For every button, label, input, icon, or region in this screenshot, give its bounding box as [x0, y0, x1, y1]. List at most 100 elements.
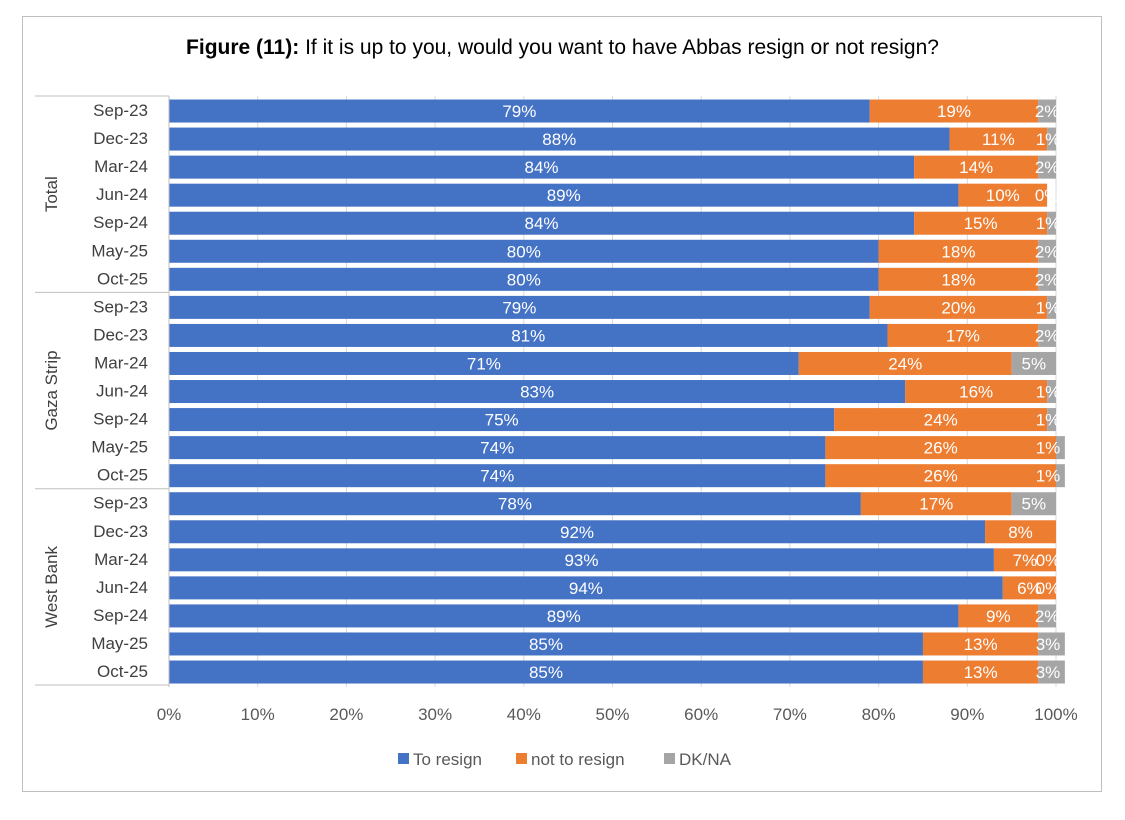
- category-label: Oct-25: [97, 269, 148, 288]
- data-label: 11%: [982, 130, 1015, 149]
- bar-segment-dk-na: [1047, 295, 1056, 319]
- data-label: 1%: [1036, 467, 1061, 486]
- bar-segment-not-to-resign: [958, 183, 1048, 207]
- bar-segment-to-resign: [169, 520, 986, 544]
- data-label: 92%: [560, 523, 594, 542]
- category-label: May-25: [91, 438, 148, 457]
- x-tick-label: 20%: [329, 705, 363, 724]
- bar-segment-to-resign: [169, 492, 861, 516]
- data-label: 2%: [1035, 102, 1060, 121]
- data-label: 3%: [1036, 663, 1061, 682]
- bar-segment-to-resign: [169, 127, 950, 151]
- data-label: 8%: [1008, 523, 1033, 542]
- data-label: 1%: [1036, 439, 1061, 458]
- data-label: 19%: [937, 102, 971, 121]
- bar-segment-not-to-resign: [869, 99, 1039, 123]
- bar-segment-dk-na: [1038, 155, 1056, 179]
- data-label: 24%: [924, 411, 958, 430]
- bar-segment-not-to-resign: [860, 492, 1012, 516]
- data-label: 2%: [1035, 326, 1060, 345]
- bar-segment-not-to-resign: [993, 548, 1056, 572]
- bar-segment-to-resign: [169, 380, 906, 404]
- data-label: 84%: [525, 214, 559, 233]
- category-label: Jun-24: [96, 578, 148, 597]
- bar-segment-dk-na: [1056, 464, 1065, 488]
- bar-segment-to-resign: [169, 576, 1003, 600]
- legend-label: DK/NA: [679, 750, 732, 769]
- bar-segment-dk-na: [1047, 127, 1056, 151]
- data-label: 2%: [1035, 158, 1060, 177]
- bar-segment-dk-na: [1038, 660, 1065, 684]
- data-label: 6%: [1017, 579, 1042, 598]
- group-label: West Bank: [42, 545, 61, 627]
- bar-segment-to-resign: [169, 436, 826, 460]
- category-label: Sep-24: [93, 213, 148, 232]
- category-label: Sep-23: [93, 101, 148, 120]
- data-label: 1%: [1036, 298, 1061, 317]
- bar-segment-not-to-resign: [869, 295, 1048, 319]
- category-label: Mar-24: [94, 353, 148, 372]
- data-label: 1%: [1036, 383, 1061, 402]
- data-label: 74%: [480, 467, 514, 486]
- bar-segment-to-resign: [169, 464, 826, 488]
- data-label: 85%: [529, 663, 563, 682]
- bar-segment-to-resign: [169, 239, 879, 263]
- data-label: 17%: [946, 326, 980, 345]
- data-label: 80%: [507, 270, 541, 289]
- bar-segment-to-resign: [169, 211, 915, 235]
- data-label: 26%: [924, 439, 958, 458]
- bar-segment-not-to-resign: [825, 436, 1056, 460]
- x-tick-label: 50%: [595, 705, 629, 724]
- bar-segment-not-to-resign: [905, 380, 1048, 404]
- data-label: 83%: [520, 383, 554, 402]
- bar-segment-to-resign: [169, 660, 923, 684]
- bar-segment-to-resign: [169, 408, 835, 432]
- data-label: 5%: [1022, 354, 1047, 373]
- x-tick-label: 10%: [241, 705, 275, 724]
- bar-segment-dk-na: [1011, 351, 1056, 375]
- group-label: Total: [42, 176, 61, 212]
- legend-label: To resign: [413, 750, 482, 769]
- bar-segment-not-to-resign: [914, 211, 1048, 235]
- bar-segment-dk-na: [1047, 408, 1056, 432]
- data-label: 5%: [1022, 495, 1047, 514]
- category-label: Jun-24: [96, 185, 148, 204]
- category-label: Mar-24: [94, 157, 148, 176]
- data-label: 9%: [986, 607, 1011, 626]
- category-label: Dec-23: [93, 325, 148, 344]
- bar-segment-dk-na: [1047, 380, 1056, 404]
- data-label: 89%: [547, 186, 581, 205]
- bar-segment-not-to-resign: [922, 632, 1039, 656]
- x-tick-label: 30%: [418, 705, 452, 724]
- data-label: 94%: [569, 579, 603, 598]
- chart-title: Figure (11): If it is up to you, would y…: [0, 36, 1125, 60]
- category-label: Mar-24: [94, 550, 148, 569]
- bar-segment-not-to-resign: [914, 155, 1039, 179]
- data-label: 74%: [480, 439, 514, 458]
- category-label: May-25: [91, 241, 148, 260]
- category-label: Jun-24: [96, 382, 148, 401]
- bar-segment-not-to-resign: [958, 604, 1039, 628]
- data-label: 89%: [547, 607, 581, 626]
- bar-segment-dk-na: [1038, 632, 1065, 656]
- data-label: 1%: [1036, 214, 1061, 233]
- bar-segment-not-to-resign: [887, 323, 1039, 347]
- chart-title-text: If it is up to you, would you want to ha…: [305, 36, 939, 59]
- x-tick-label: 40%: [507, 705, 541, 724]
- data-label: 13%: [964, 663, 998, 682]
- data-label: 26%: [924, 467, 958, 486]
- category-label: Sep-24: [93, 410, 148, 429]
- bar-segment-to-resign: [169, 295, 870, 319]
- data-label: 1%: [1036, 130, 1061, 149]
- bar-segment-not-to-resign: [878, 239, 1039, 263]
- data-label: 18%: [941, 242, 975, 261]
- data-label: 3%: [1036, 635, 1061, 654]
- legend-swatch: [398, 753, 409, 764]
- bar-segment-to-resign: [169, 267, 879, 291]
- data-label: 24%: [888, 354, 922, 373]
- bar-segment-dk-na: [1038, 267, 1056, 291]
- bar-segment-not-to-resign: [949, 127, 1048, 151]
- data-label: 20%: [941, 298, 975, 317]
- data-label: 1%: [1036, 411, 1061, 430]
